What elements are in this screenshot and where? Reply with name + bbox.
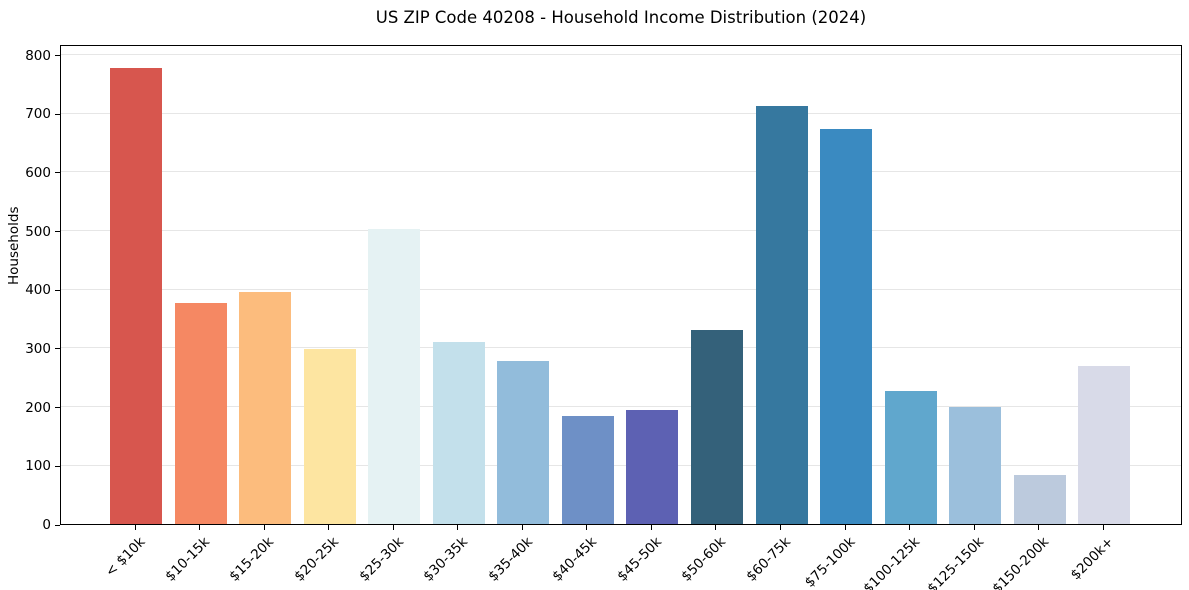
x-tick-mark	[263, 525, 265, 530]
x-tick-mark	[780, 525, 781, 530]
gridline	[61, 171, 1181, 173]
bar	[561, 416, 614, 524]
y-tick-label: 100	[25, 458, 51, 475]
x-tick-mark	[521, 525, 523, 530]
y-tick-mark	[55, 289, 60, 291]
x-tick-mark	[650, 525, 652, 530]
bar	[1013, 475, 1066, 524]
x-tick-label: $35-40k	[484, 534, 536, 585]
gridline	[61, 288, 1181, 290]
x-tick-label: $40-45k	[549, 534, 601, 585]
x-tick-label: $150-200k	[989, 534, 1053, 590]
bar	[497, 361, 550, 524]
y-tick-label: 300	[25, 340, 51, 357]
x-tick-label: $125-150k	[924, 534, 988, 590]
x-tick-label: $30-35k	[420, 534, 472, 585]
x-tick-mark	[586, 525, 588, 530]
x-tick-mark	[134, 525, 136, 530]
bar	[820, 129, 873, 524]
x-tick-label: $15-20k	[226, 534, 278, 585]
gridline	[61, 112, 1181, 114]
x-tick-mark	[1038, 525, 1040, 530]
x-tick-label: $60-75k	[743, 534, 794, 585]
gridline	[61, 347, 1181, 349]
bar	[1078, 365, 1131, 524]
y-tick-mark	[55, 172, 60, 174]
y-tick-label: 600	[25, 164, 51, 181]
y-tick-label: 200	[25, 399, 51, 416]
bar	[174, 303, 227, 524]
x-tick-label: $100-125k	[860, 534, 923, 590]
chart-title: US ZIP Code 40208 - Household Income Dis…	[375, 8, 867, 27]
gridline	[61, 464, 1181, 466]
y-tick-mark	[55, 407, 60, 409]
x-tick-mark	[392, 525, 394, 530]
y-tick-mark	[55, 348, 60, 350]
x-tick-label: $75-100k	[801, 534, 859, 590]
y-tick-label: 0	[42, 517, 51, 533]
y-tick-mark	[55, 465, 60, 467]
y-tick-label: 500	[25, 223, 51, 240]
x-tick-label: $45-50k	[614, 534, 665, 585]
x-tick-mark	[328, 525, 330, 530]
x-tick-mark	[715, 525, 717, 530]
x-tick-label: < $10k	[102, 534, 149, 581]
x-tick-label: $10-15k	[162, 534, 213, 585]
bar	[755, 106, 808, 524]
x-tick-mark	[1102, 525, 1104, 530]
bar	[303, 348, 356, 524]
x-tick-label: $20-25k	[291, 534, 342, 585]
x-tick-mark	[457, 525, 459, 530]
y-tick-label: 400	[25, 282, 51, 299]
x-tick-label: $25-30k	[355, 534, 407, 585]
x-tick-mark	[909, 525, 911, 530]
bar	[110, 68, 162, 524]
bar	[949, 406, 1002, 524]
gridline	[61, 230, 1181, 232]
y-tick-mark	[55, 231, 60, 233]
y-tick-mark	[55, 55, 60, 57]
y-tick-mark	[55, 524, 60, 526]
x-tick-mark	[199, 525, 201, 530]
y-axis-label: Households	[6, 206, 22, 285]
y-tick-mark	[55, 113, 60, 115]
x-tick-label: $50-60k	[678, 534, 730, 585]
y-tick-label: 700	[25, 106, 51, 123]
bar	[239, 291, 292, 524]
plot-area	[60, 45, 1182, 525]
bar	[368, 229, 421, 524]
x-tick-mark	[973, 525, 975, 530]
x-tick-label: $200k+	[1067, 534, 1117, 584]
bar	[432, 341, 485, 524]
gridline	[61, 406, 1181, 408]
bar	[884, 391, 937, 524]
bar	[626, 409, 679, 524]
y-tick-label: 800	[25, 47, 51, 64]
x-tick-mark	[844, 525, 846, 530]
gridline	[61, 54, 1181, 56]
bar	[690, 330, 743, 524]
